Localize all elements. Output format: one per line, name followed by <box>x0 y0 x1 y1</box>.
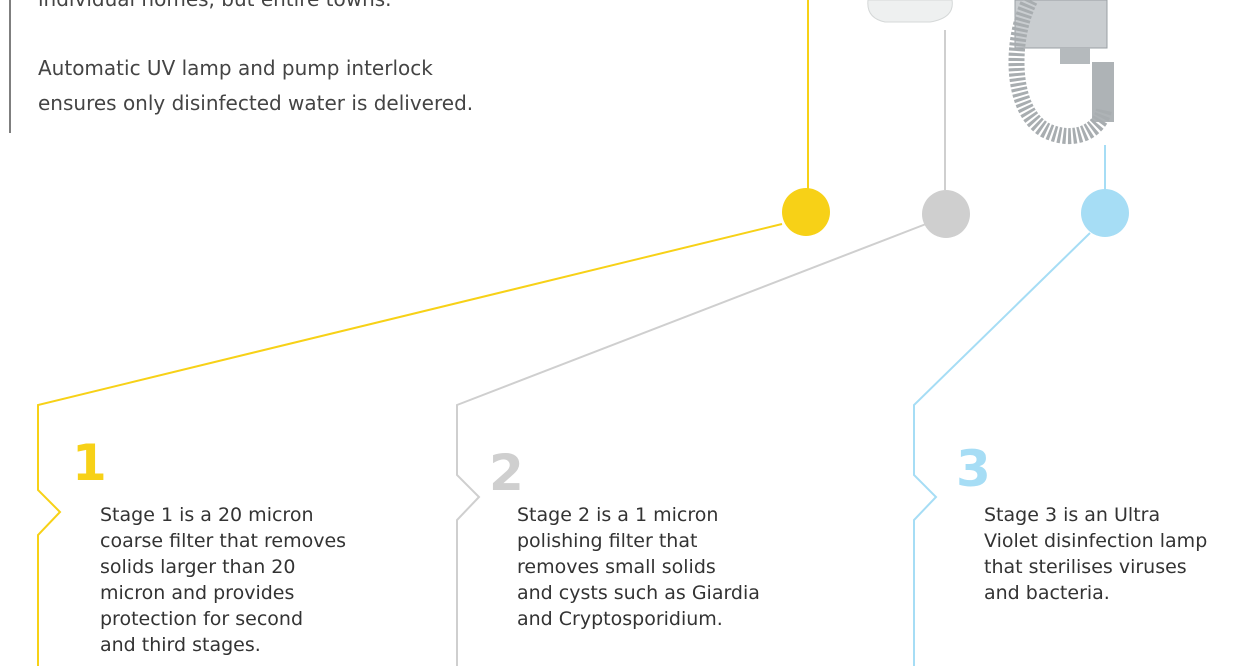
marker <box>1081 189 1129 237</box>
stage-text: polishing filter that <box>517 530 697 552</box>
product-image <box>868 0 1114 136</box>
stage-text: and Cryptosporidium. <box>517 608 723 630</box>
stage-text: that sterilises viruses <box>984 556 1187 578</box>
stage-text: coarse filter that removes <box>100 530 346 552</box>
stage-text: protection for second <box>100 608 303 630</box>
stage-number: 3 <box>956 440 991 498</box>
stage-number: 1 <box>72 434 107 492</box>
intro-line: Automatic UV lamp and pump interlock <box>38 56 433 80</box>
filter-housing <box>868 0 953 22</box>
stage-text: removes small solids <box>517 556 716 578</box>
intro-cut-line: individual homes, but entire towns. <box>38 0 392 11</box>
uv-fitting <box>1060 48 1090 64</box>
stage-text: Stage 2 is a 1 micron <box>517 504 718 526</box>
stage-text: solids larger than 20 <box>100 556 295 578</box>
stage-text: and cysts such as Giardia <box>517 582 760 604</box>
stage-text: Violet disinfection lamp <box>984 530 1207 552</box>
stage-text: and third stages. <box>100 634 261 656</box>
stage-text: micron and provides <box>100 582 294 604</box>
stage-text: Stage 1 is a 20 micron <box>100 504 313 526</box>
marker <box>782 188 830 236</box>
stage-number: 2 <box>489 444 524 502</box>
stage-text: Stage 3 is an Ultra <box>984 504 1160 526</box>
page: individual homes, but entire towns. Auto… <box>0 0 1239 666</box>
intro-line: ensures only disinfected water is delive… <box>38 91 473 115</box>
stage-text: and bacteria. <box>984 582 1110 604</box>
marker <box>922 190 970 238</box>
